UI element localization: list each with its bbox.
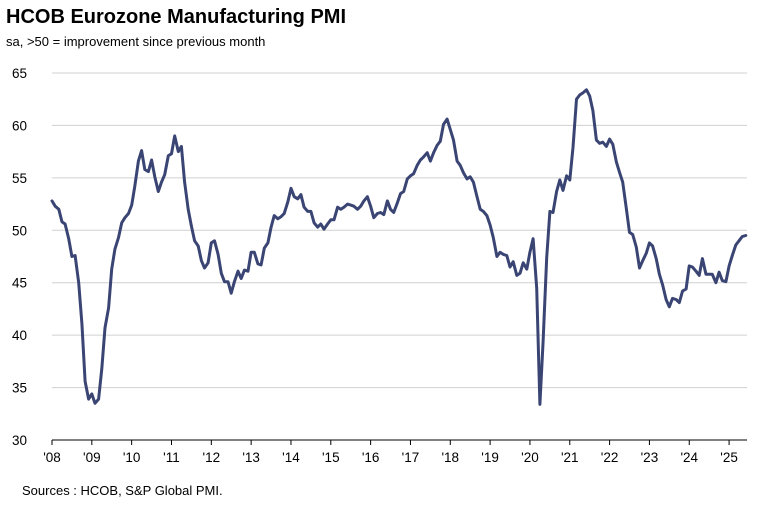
- y-tick-label: 65: [12, 66, 27, 81]
- x-tick-label: '19: [481, 450, 499, 465]
- y-tick-label: 35: [12, 381, 27, 396]
- x-tick-label: '17: [402, 450, 420, 465]
- x-tick-label: '24: [680, 450, 698, 465]
- pmi-series-line: [50, 88, 748, 406]
- x-tick-label: '11: [163, 450, 180, 465]
- y-tick-label: 30: [12, 433, 27, 448]
- y-tick-label: 40: [12, 328, 27, 343]
- x-tick-label: '21: [561, 450, 579, 465]
- x-tick-label: '12: [203, 450, 221, 465]
- x-tick-label: '13: [242, 450, 260, 465]
- x-tick-label: '20: [521, 450, 539, 465]
- x-tick-label: '10: [123, 450, 141, 465]
- x-tick-label: '18: [441, 450, 459, 465]
- chart-title: HCOB Eurozone Manufacturing PMI: [6, 6, 346, 28]
- x-tick-label: '23: [641, 450, 659, 465]
- y-tick-label: 45: [12, 276, 27, 291]
- x-tick-label: '08: [43, 450, 61, 465]
- pmi-line-chart: 30 35 40 45 50 55 60 65 '08 '09 '10 '11 '12 '13 '14 '15…: [12, 66, 748, 465]
- y-tick-label: 50: [12, 223, 27, 238]
- x-tick-label: '16: [362, 450, 380, 465]
- x-tick-label: '22: [601, 450, 619, 465]
- x-tick-label: '15: [322, 450, 340, 465]
- y-tick-label: 60: [12, 118, 27, 133]
- x-tick-label: '14: [282, 450, 300, 465]
- y-tick-label: 55: [12, 171, 27, 186]
- source-note: Sources : HCOB, S&P Global PMI.: [22, 483, 223, 498]
- chart-subtitle: sa, >50 = improvement since previous mon…: [6, 34, 266, 49]
- x-tick-label: '25: [720, 450, 738, 465]
- x-tick-label: '09: [83, 450, 101, 465]
